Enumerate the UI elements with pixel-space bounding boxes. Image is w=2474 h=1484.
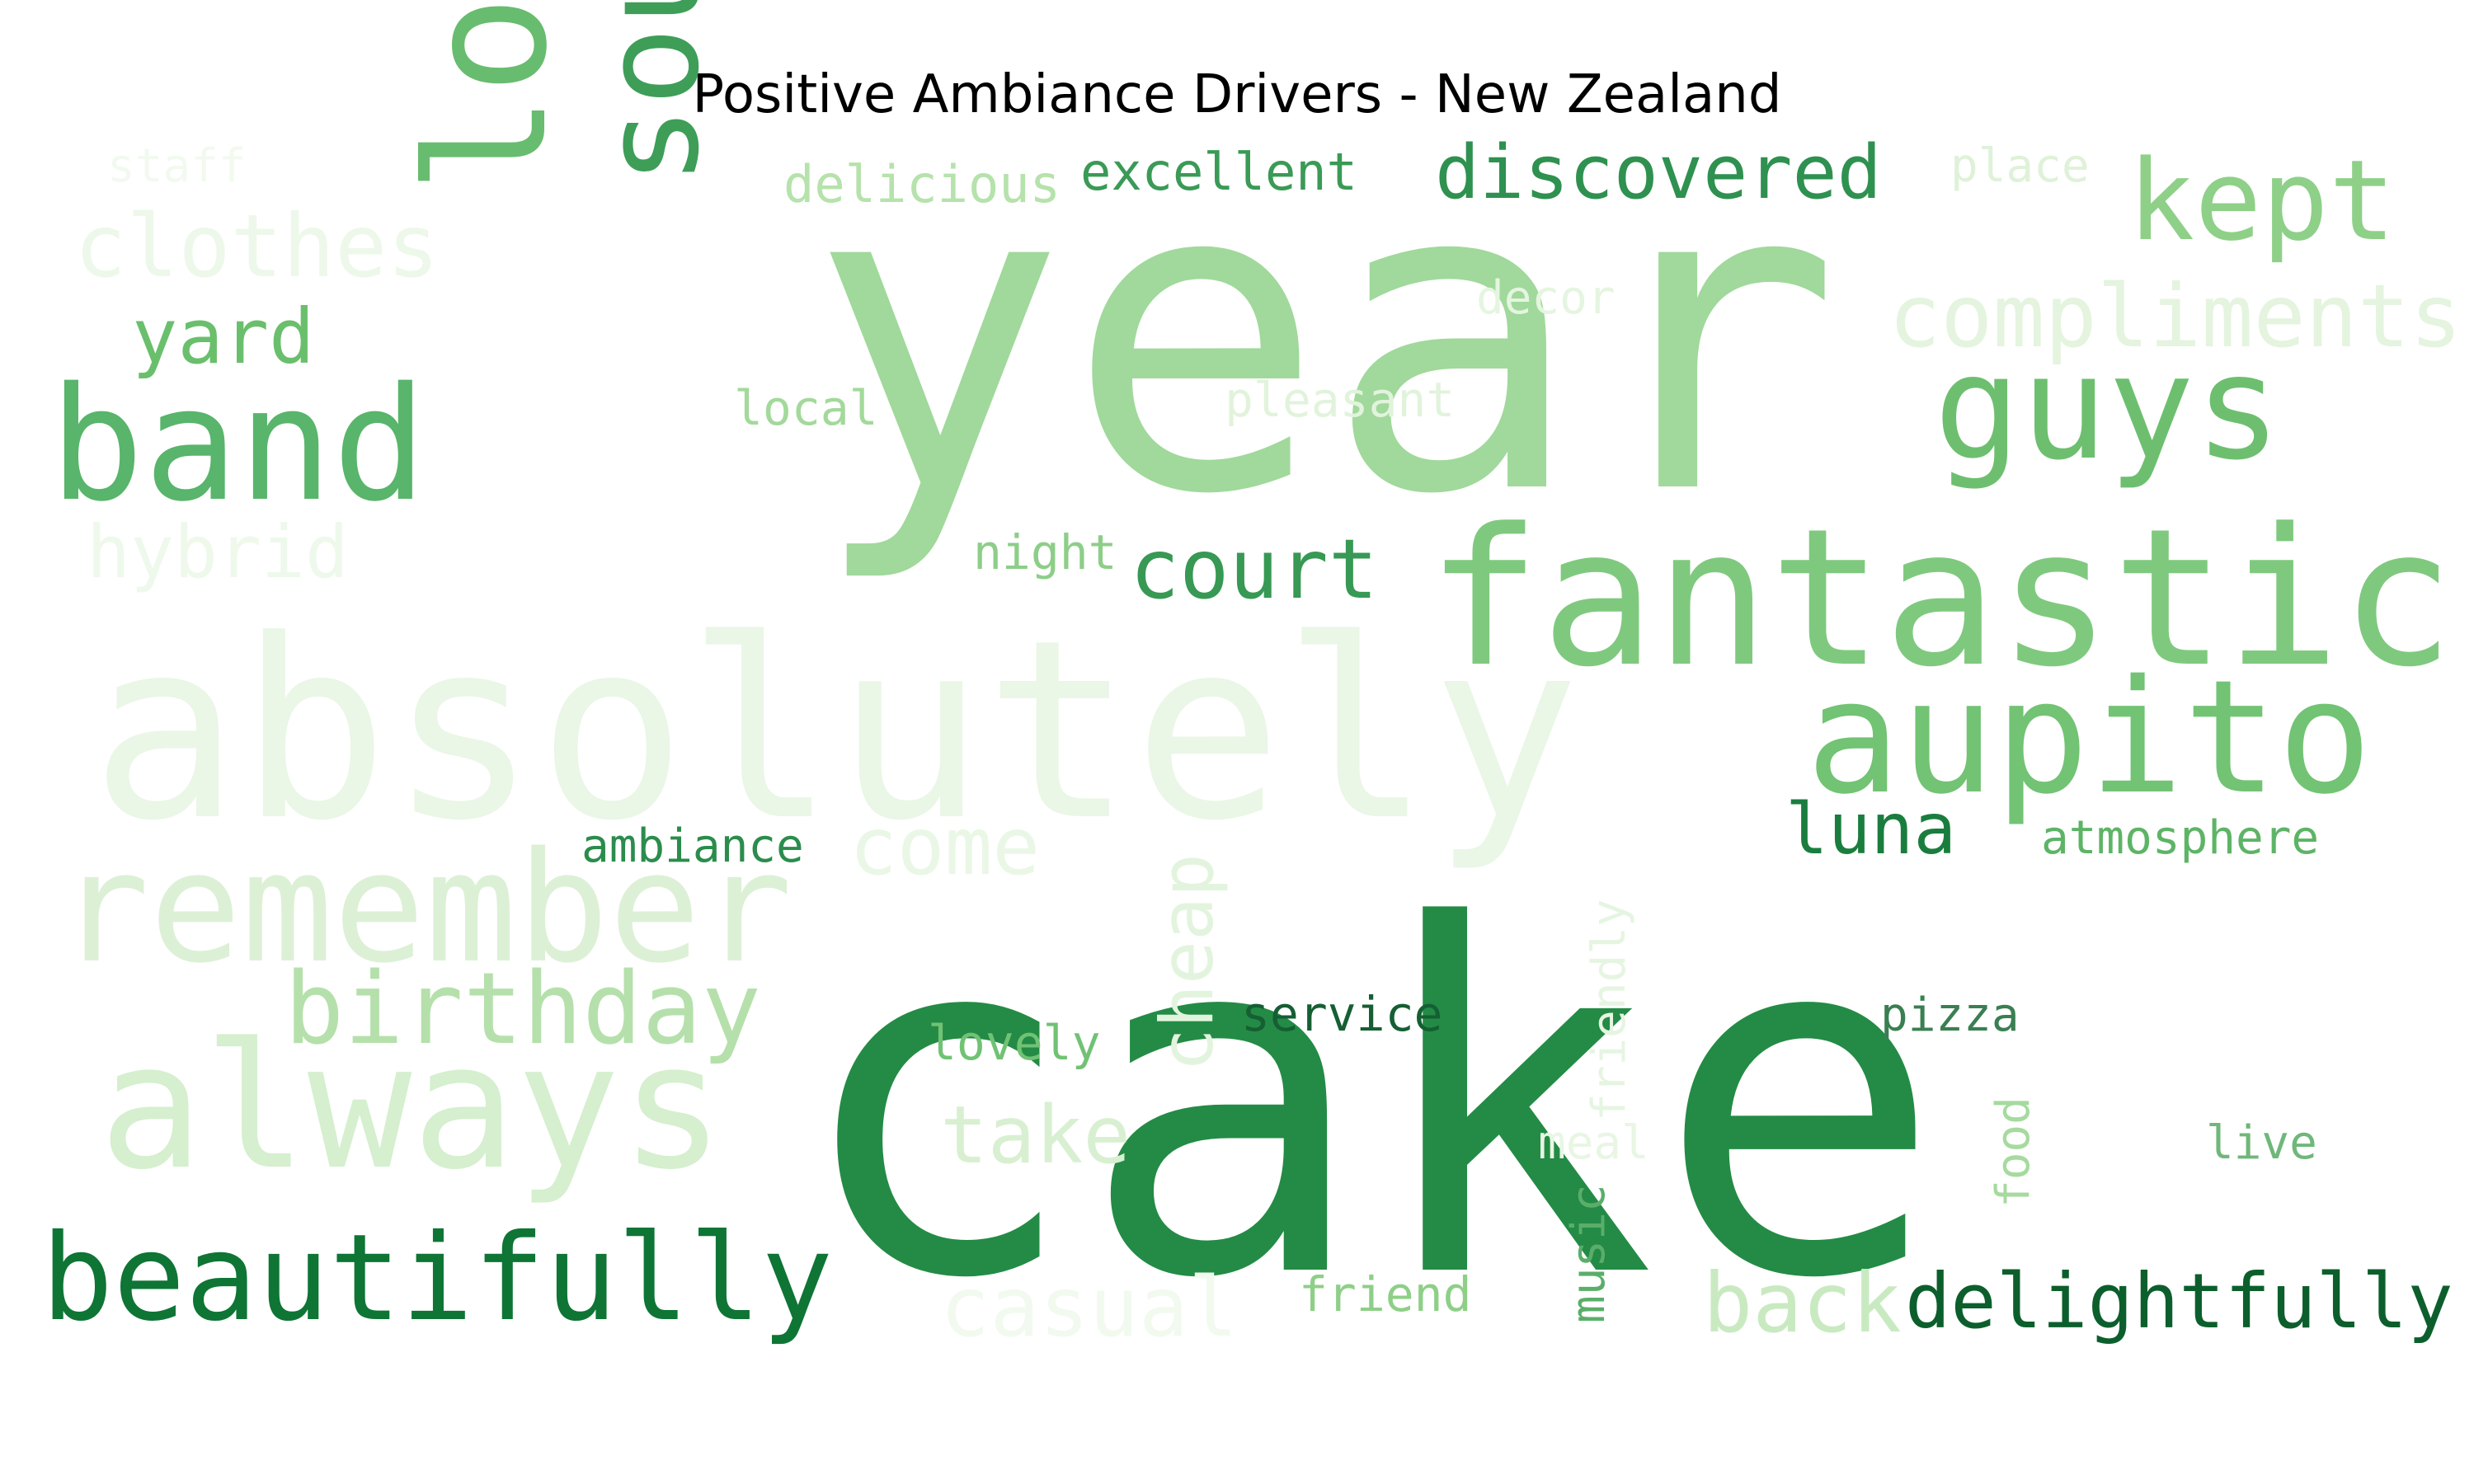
word-atmosphere: atmosphere [2041, 811, 2319, 865]
word-food: food [1987, 1097, 2040, 1208]
word-come: come [849, 801, 1040, 893]
word-remember: remember [58, 819, 793, 997]
word-luna: luna [1785, 788, 1956, 871]
word-beautifully: beautifully [41, 1209, 833, 1348]
word-aupito: aupito [1806, 646, 2372, 829]
word-decor: decor [1476, 271, 1616, 325]
word-cheap: cheap [1145, 853, 1230, 1072]
word-place: place [1950, 139, 2090, 193]
word-absolutely: absolutely [91, 587, 1580, 875]
word-local: local [734, 380, 878, 436]
word-music: music [1562, 1184, 1616, 1323]
word-hybrid: hybrid [87, 510, 349, 594]
word-clothes: clothes [74, 196, 440, 297]
word-back: back [1703, 1255, 1902, 1351]
word-delicious: delicious [783, 154, 1061, 214]
word-always: always [99, 1006, 725, 1208]
word-delightfully: delightfully [1905, 1257, 2453, 1345]
word-meal: meal [1538, 1116, 1649, 1170]
word-love: love [392, 0, 584, 194]
word-fantastic: fantastic [1427, 489, 2454, 709]
word-night: night [973, 524, 1117, 580]
word-lovely: lovely [928, 1015, 1101, 1071]
word-cake: cake [792, 826, 1944, 1383]
word-year: year [808, 88, 1841, 588]
word-guys: guys [1934, 325, 2281, 492]
word-pizza: pizza [1880, 989, 2020, 1042]
word-sound: sound [574, 0, 728, 186]
word-kept: kept [2128, 136, 2396, 265]
word-birthday: birthday [285, 952, 761, 1067]
word-casual: casual [940, 1259, 1238, 1355]
word-take: take [940, 1089, 1131, 1181]
word-staff: staff [107, 139, 247, 193]
word-yard: yard [132, 293, 315, 381]
word-service: service [1241, 986, 1442, 1042]
word-discovered: discovered [1435, 129, 1882, 216]
word-friendly: friendly [1583, 899, 1636, 1121]
word-friend: friend [1299, 1266, 1472, 1322]
chart-title: Positive Ambiance Drivers - New Zealand [692, 64, 1782, 125]
word-band: band [49, 354, 427, 536]
word-court: court [1130, 521, 1378, 618]
word-compliments: compliments [1888, 266, 2462, 367]
word-pleasant: pleasant [1225, 372, 1455, 428]
word-ambiance: ambiance [581, 819, 804, 873]
word-excellent: excellent [1080, 142, 1357, 202]
word-live: live [2206, 1116, 2317, 1170]
